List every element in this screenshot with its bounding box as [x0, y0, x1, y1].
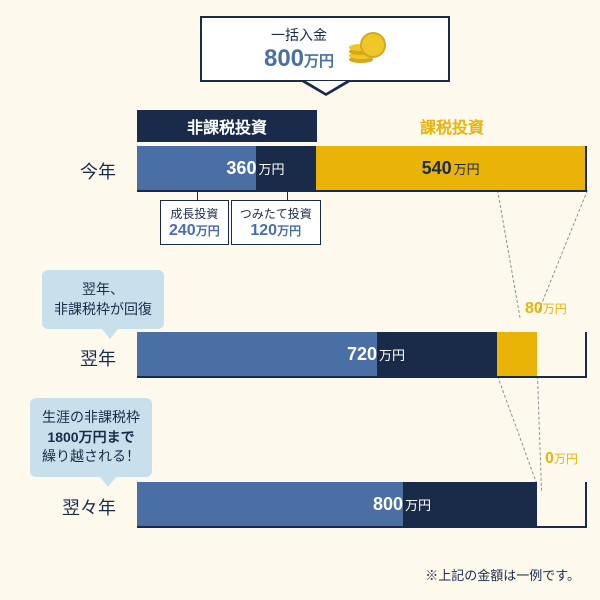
dashed-4	[537, 376, 542, 491]
seg-y2-growth: 720	[137, 332, 377, 376]
breakdown: 成長投資 240万円 つみたて投資 120万円	[160, 200, 321, 245]
deposit-amount: 800万円	[264, 45, 334, 73]
callout-lifetime: 生涯の非課税枠 1800万円まで 繰り越される！	[30, 398, 152, 477]
footnote: ※上記の金額は一例です。	[425, 565, 580, 584]
seg-y2-tsumi: 万円	[377, 332, 497, 376]
baseline-y1	[137, 190, 587, 192]
y3-side: 0万円	[545, 450, 578, 468]
callout-recovery: 翌年、非課税枠が回復	[42, 270, 164, 329]
seg-y1-growth: 360	[137, 146, 256, 190]
bar-year3: 800 万円	[137, 482, 587, 526]
baseline-y2	[137, 376, 587, 378]
deposit-label: 一括入金	[264, 25, 334, 45]
bar-year2: 720 万円	[137, 332, 587, 376]
header-nontax: 非課税投資	[137, 110, 317, 142]
year3-label: 翌々年	[62, 494, 116, 520]
seg-y3-tsumi: 万円	[403, 482, 537, 526]
breakdown-growth: 成長投資 240万円	[160, 200, 229, 245]
bar-year1: 360 万円 540万円	[137, 146, 587, 190]
dashed-1	[497, 190, 521, 318]
dashed-2	[538, 190, 588, 311]
header-row: 非課税投資 課税投資	[137, 110, 587, 142]
deposit-arrow-icon	[302, 82, 350, 96]
seg-y3-growth: 800	[137, 482, 403, 526]
deposit-box: 一括入金 800万円	[200, 16, 450, 82]
seg-y1-tsumi: 万円	[256, 146, 316, 190]
header-tax: 課税投資	[317, 110, 587, 142]
baseline-y3	[137, 526, 587, 528]
seg-y1-tax: 540万円	[316, 146, 585, 190]
y2-side: 80万円	[525, 300, 567, 318]
year1-label: 今年	[80, 158, 116, 184]
year2-label: 翌年	[80, 345, 116, 371]
coins-icon	[344, 28, 386, 70]
seg-y2-tax	[497, 332, 537, 376]
breakdown-tsumitate: つみたて投資 120万円	[231, 200, 321, 245]
dashed-3	[497, 376, 537, 484]
